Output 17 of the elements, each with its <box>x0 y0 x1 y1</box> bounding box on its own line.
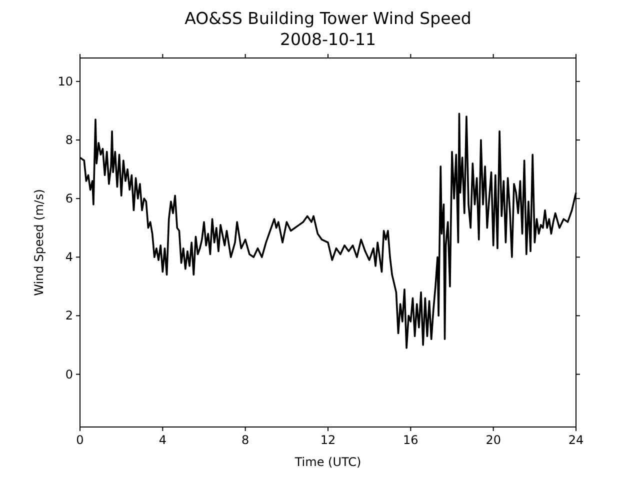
y-tick-label: 6 <box>65 192 73 206</box>
x-tick-label: 20 <box>486 433 501 447</box>
x-axis-title: Time (UTC) <box>294 455 362 469</box>
y-tick-label: 2 <box>65 308 73 323</box>
x-tick-label: 16 <box>403 433 418 447</box>
x-tick-label: 0 <box>76 433 84 447</box>
y-axis-title: Wind Speed (m/s) <box>32 189 46 296</box>
y-tick-label: 8 <box>65 133 73 147</box>
x-tick-label: 4 <box>158 433 166 447</box>
y-tick-label: 10 <box>58 74 73 88</box>
x-tick-label: 24 <box>568 433 584 447</box>
x-tick-label: 12 <box>320 433 336 447</box>
chart-title: AO&SS Building Tower Wind Speed <box>184 9 472 28</box>
x-tick-label: 8 <box>242 433 250 447</box>
chart-subtitle: 2008-10-11 <box>280 30 376 49</box>
y-tick-label: 4 <box>65 250 73 264</box>
y-tick-label: 0 <box>65 367 73 382</box>
